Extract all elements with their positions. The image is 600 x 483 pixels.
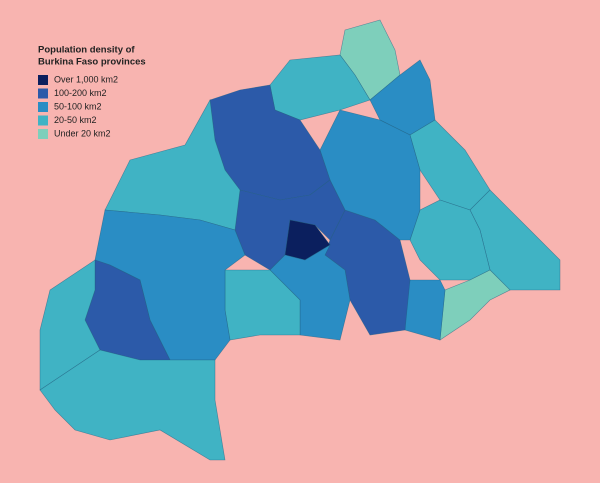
map-title: Population density of xyxy=(38,45,135,56)
legend: Over 1,000 km2 100-200 km2 50-100 km2 20-50… xyxy=(38,74,118,139)
province xyxy=(404,279,446,341)
legend-swatch xyxy=(38,129,48,139)
legend-label: 100-200 km2 xyxy=(54,88,107,98)
legend-label: Under 20 km2 xyxy=(54,128,111,138)
legend-swatch xyxy=(38,115,48,126)
legend-label: 50-100 km2 xyxy=(54,101,102,111)
legend-label: Over 1,000 km2 xyxy=(54,74,118,84)
province xyxy=(439,269,511,341)
map-title: Burkina Faso provinces xyxy=(38,57,146,68)
legend-swatch xyxy=(38,75,48,85)
legend-swatch xyxy=(38,102,48,112)
provinces xyxy=(39,19,561,461)
legend-swatch xyxy=(38,88,48,99)
province xyxy=(39,349,226,461)
legend-label: 20-50 km2 xyxy=(54,115,97,125)
